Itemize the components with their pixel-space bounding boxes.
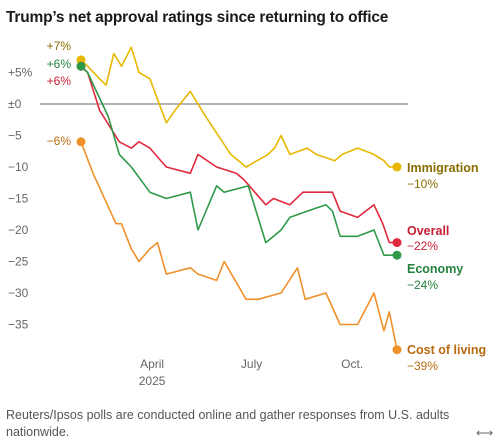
series-line-cost-of-living <box>80 141 398 350</box>
y-tick-label: +5% <box>8 66 33 80</box>
series-line-economy <box>80 65 397 256</box>
start-point-cost-of-living <box>76 137 86 147</box>
start-label-economy: +6% <box>47 57 72 71</box>
series-line-immigration <box>80 46 397 168</box>
start-label-immigration: +7% <box>47 39 72 53</box>
y-tick-label: −25 <box>8 255 29 269</box>
end-label-economy: −24% <box>407 278 438 292</box>
expand-arrows-icon[interactable]: ⟷ <box>476 426 494 440</box>
start-label-overall: +6% <box>47 74 72 88</box>
y-tick-label: −30 <box>8 286 29 300</box>
series-line-overall <box>80 65 397 244</box>
end-point-cost-of-living <box>392 345 402 355</box>
series-name-immigration: Immigration <box>407 161 479 175</box>
y-tick-label: −20 <box>8 223 29 237</box>
end-point-overall <box>392 238 402 248</box>
end-label-overall: −22% <box>407 239 438 253</box>
chart-note: Reuters/Ipsos polls are conducted online… <box>6 408 450 439</box>
y-tick-label: −35 <box>8 318 29 332</box>
y-tick-label: −5 <box>8 129 22 143</box>
series-name-cost-of-living: Cost of living <box>407 343 486 357</box>
start-point-economy <box>76 61 86 71</box>
x-tick-label: July <box>241 357 262 371</box>
y-tick-label: −10 <box>8 160 29 174</box>
end-point-economy <box>392 250 402 260</box>
end-label-immigration: −10% <box>407 177 438 191</box>
chart-title: Trump’s net approval ratings since retur… <box>6 9 389 26</box>
line-chart: +5% ±0 −5 −10 −15 −20 −25 −30 −35 April 2025 July Oc… <box>8 39 486 388</box>
start-label-cost-of-living: −6% <box>47 134 72 148</box>
end-point-immigration <box>392 162 402 172</box>
x-tick-label: April 2025 <box>139 357 166 388</box>
series-name-overall: Overall <box>407 224 449 238</box>
end-label-cost-of-living: −39% <box>407 359 438 373</box>
start-point-immigration <box>76 55 86 65</box>
x-tick-label: Oct. <box>341 357 363 371</box>
series-name-economy: Economy <box>407 262 463 276</box>
y-tick-label: −15 <box>8 192 29 206</box>
y-tick-label: ±0 <box>8 97 22 111</box>
